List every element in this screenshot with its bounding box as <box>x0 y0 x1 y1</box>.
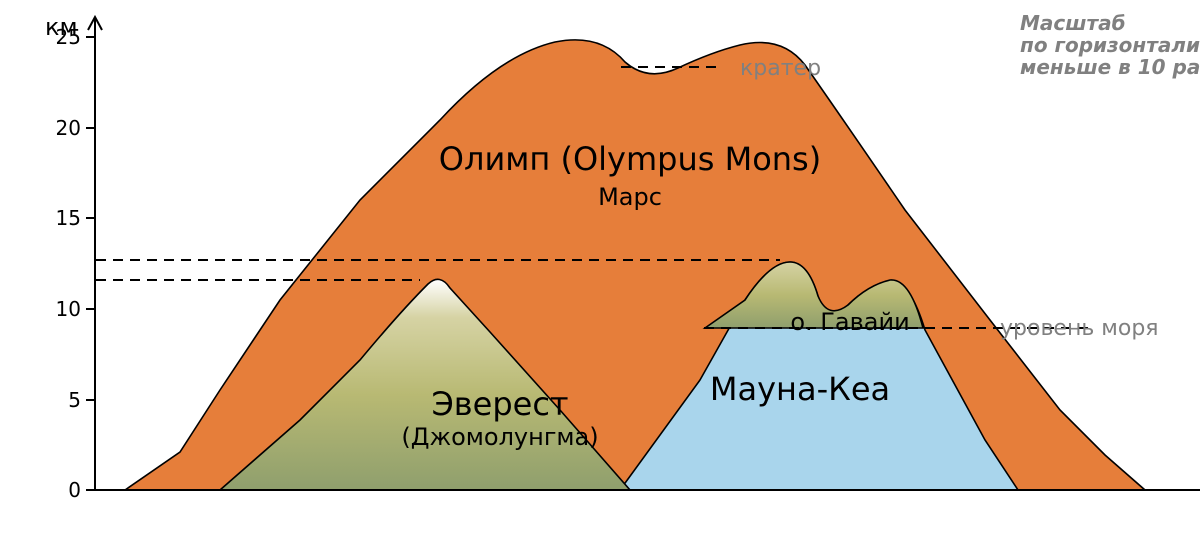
y-tick-label: 20 <box>56 116 81 140</box>
y-axis-title: км <box>45 13 78 41</box>
scale-note-line: меньше в 10 раз <box>1020 55 1200 79</box>
olympus-subtitle: Марс <box>598 183 662 211</box>
y-tick-label: 0 <box>68 478 81 502</box>
y-tick-label: 15 <box>56 206 81 230</box>
y-tick-label: 10 <box>56 297 81 321</box>
everest-subtitle: (Джомолунгма) <box>401 423 598 451</box>
y-tick-label: 5 <box>68 388 81 412</box>
everest-title: Эверест <box>431 385 568 423</box>
hawaii-label: о. Гавайи <box>790 308 909 336</box>
scale-note-line: по горизонтали <box>1020 33 1200 57</box>
crater-label: кратер <box>740 56 821 81</box>
olympus-title: Олимп (Olympus Mons) <box>439 140 821 178</box>
mountain-comparison-diagram: 2520151050 км Олимп (Olympus Mons) Марс … <box>0 0 1200 557</box>
scale-note-line: Масштаб <box>1020 11 1126 35</box>
olympus-mons-shape <box>125 40 1145 490</box>
sea-level-label: уровень моря <box>1000 316 1159 341</box>
mauna-kea-title: Мауна-Кеа <box>710 370 890 408</box>
y-axis <box>88 17 102 490</box>
y-axis-ticks: 2520151050 <box>56 25 95 502</box>
scale-note: Масштабпо горизонталименьше в 10 раз <box>1020 11 1200 79</box>
